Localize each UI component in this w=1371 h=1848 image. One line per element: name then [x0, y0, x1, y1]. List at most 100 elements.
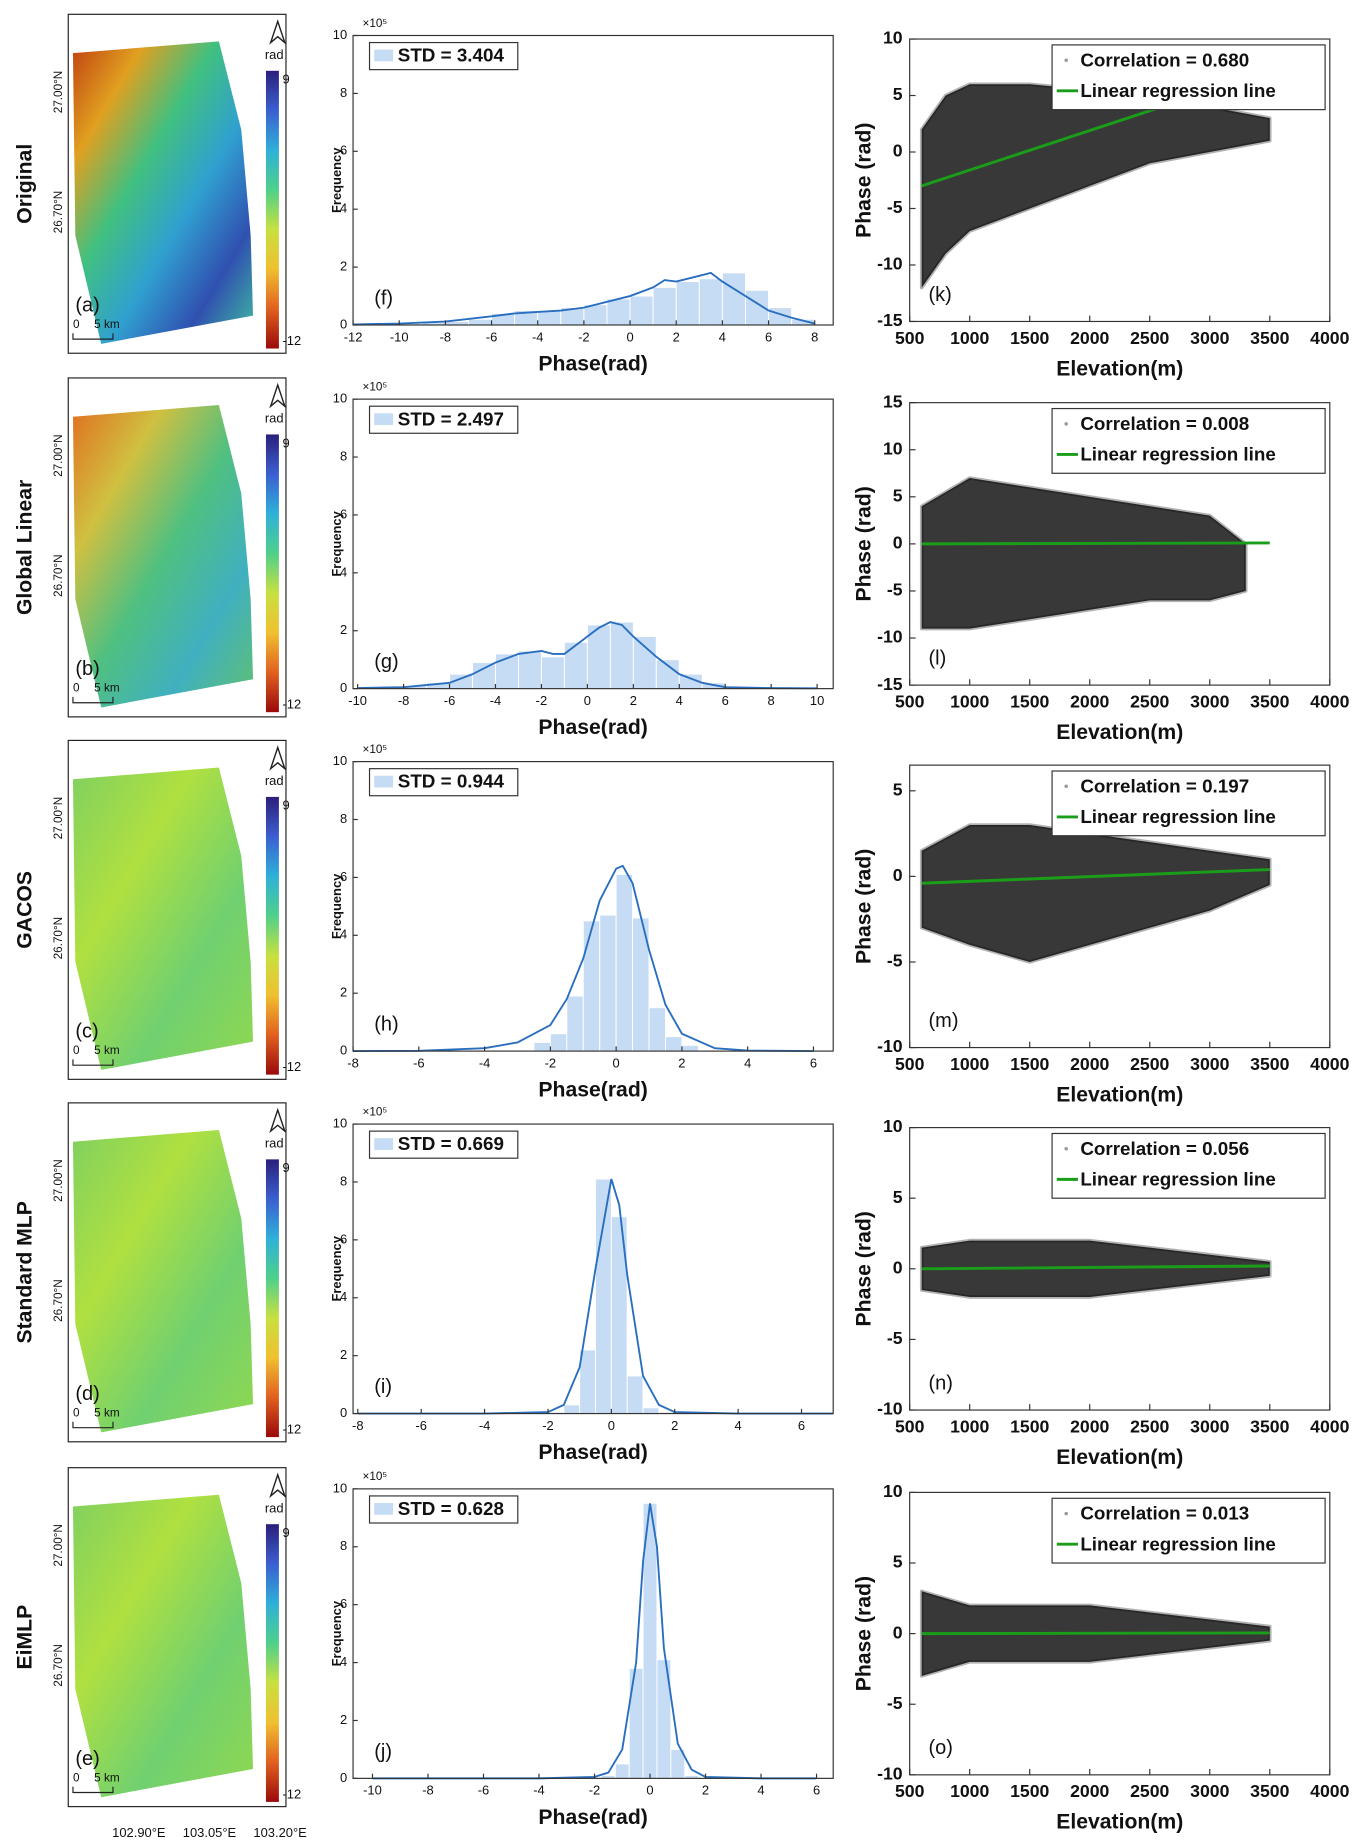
lat-tick-label: 27.00°N [52, 1524, 65, 1567]
x-tick-label: 4000 [1310, 1416, 1349, 1436]
x-tick-label: 3500 [1250, 328, 1289, 348]
axes-box [352, 1488, 834, 1779]
x-tick-label: 1000 [950, 1781, 989, 1801]
x-tick-label: 3000 [1190, 328, 1229, 348]
y-multiplier: ×10⁵ [362, 743, 387, 756]
x-tick-label: -2 [578, 329, 590, 344]
scale-label: 0 [73, 318, 80, 331]
x-tick-label: 3500 [1250, 1054, 1289, 1074]
colorbar-tick-label: 9 [282, 72, 289, 87]
y-multiplier: ×10⁵ [362, 17, 387, 30]
panel-label: (j) [374, 1741, 392, 1763]
x-tick-label: -6 [444, 693, 456, 708]
panel-label: (d) [75, 1383, 99, 1405]
lat-tick-label: 27.00°N [52, 71, 65, 114]
x-tick-label: 2500 [1130, 691, 1169, 711]
legend-marker [1064, 1511, 1068, 1516]
north-arrow [269, 1107, 287, 1134]
histogram-bar [599, 914, 617, 1052]
legend-label: Linear regression line [1080, 1533, 1276, 1554]
x-tick-label: 2000 [1070, 1054, 1109, 1074]
y-multiplier: ×10⁵ [362, 380, 387, 393]
x-tick-label: -8 [352, 1418, 364, 1433]
histogram-bar [681, 1044, 699, 1052]
legend-swatch [374, 1138, 394, 1150]
histogram-bar [664, 1036, 683, 1052]
x-tick-label: 6 [810, 1055, 817, 1070]
kde-curve [353, 864, 814, 1053]
colorbar-tick-label: 9 [282, 435, 289, 450]
x-tick-label: -6 [413, 1055, 425, 1070]
x-tick-label: 1500 [1010, 328, 1049, 348]
y-tick-label: 10 [883, 1116, 903, 1136]
regression-line [921, 868, 1270, 885]
point-cloud [919, 82, 1272, 290]
histogram-bar [467, 318, 493, 326]
y-tick-label: -10 [877, 1399, 903, 1419]
y-tick-label: 4 [340, 1654, 347, 1669]
kde-curve [353, 271, 815, 326]
axes-box [909, 38, 1331, 323]
y-tick-label: 0 [340, 1043, 347, 1058]
x-tick-label: 4000 [1310, 1781, 1349, 1801]
row-label: Global Linear [13, 480, 36, 615]
x-tick-label: 10 [810, 693, 824, 708]
x-tick-label: 4 [744, 1055, 751, 1070]
x-tick-label: 0 [613, 1055, 620, 1070]
x-tick-label: 4000 [1310, 328, 1349, 348]
x-tick-label: 3000 [1190, 1416, 1229, 1436]
x-tick-label: -10 [363, 1783, 382, 1798]
legend-box [1051, 44, 1326, 111]
legend-box [1051, 1497, 1326, 1564]
axes-box [909, 764, 1331, 1049]
histogram-bar [540, 656, 565, 690]
x-tick-label: 0 [626, 329, 633, 344]
lat-tick-label: 27.00°N [52, 1159, 65, 1202]
panel-label: (f) [374, 287, 393, 309]
x-tick-label: 3000 [1190, 691, 1229, 711]
y-tick-label: 15 [883, 391, 903, 411]
scale-label: 0 [73, 1044, 80, 1057]
x-tick-label: 1500 [1010, 691, 1049, 711]
y-tick-label: 0 [893, 1257, 903, 1277]
x-tick-label: 3500 [1250, 1781, 1289, 1801]
histogram-bar [533, 1041, 551, 1052]
histogram-bar [517, 650, 542, 690]
scale-label: 5 km [94, 1771, 120, 1784]
y-axis-label: Phase (rad) [853, 1211, 876, 1326]
x-tick-label: 8 [811, 329, 818, 344]
x-tick-label: 2500 [1130, 1781, 1169, 1801]
colorbar [265, 796, 279, 1075]
histogram-bar [648, 1007, 666, 1052]
legend-box [1051, 770, 1326, 837]
x-tick-label: 500 [895, 1781, 925, 1801]
y-tick-label: -5 [887, 580, 903, 600]
scale-bar [72, 1421, 114, 1429]
y-tick-label: 5 [893, 84, 903, 104]
colorbar [265, 1524, 279, 1802]
panel-label: (c) [75, 1021, 98, 1043]
legend-label: STD = 2.497 [398, 408, 504, 429]
lat-tick-label: 26.70°N [52, 1279, 65, 1322]
colorbar-tick-label: -12 [282, 1786, 301, 1801]
y-axis-label: Phase (rad) [853, 1576, 876, 1691]
legend-swatch [374, 49, 394, 62]
legend-label: Linear regression line [1080, 444, 1276, 465]
legend-label: STD = 3.404 [398, 45, 505, 66]
x-tick-label: 2500 [1130, 1054, 1169, 1074]
y-tick-label: 0 [893, 1622, 903, 1642]
x-tick-label: -2 [545, 1055, 557, 1070]
histogram-bar [652, 286, 677, 326]
y-tick-label: 5 [893, 485, 903, 505]
kde-curve [372, 1503, 817, 1780]
y-tick-label: 2 [340, 985, 347, 1000]
x-tick-label: 4 [676, 693, 683, 708]
legend-box [1051, 407, 1326, 474]
x-tick-label: 1000 [950, 691, 989, 711]
y-tick-label: -5 [887, 197, 903, 217]
y-tick-label: 6 [340, 1231, 347, 1246]
y-axis-label: Frequency [329, 510, 344, 576]
y-tick-label: 2 [340, 622, 347, 637]
colorbar [265, 434, 279, 713]
